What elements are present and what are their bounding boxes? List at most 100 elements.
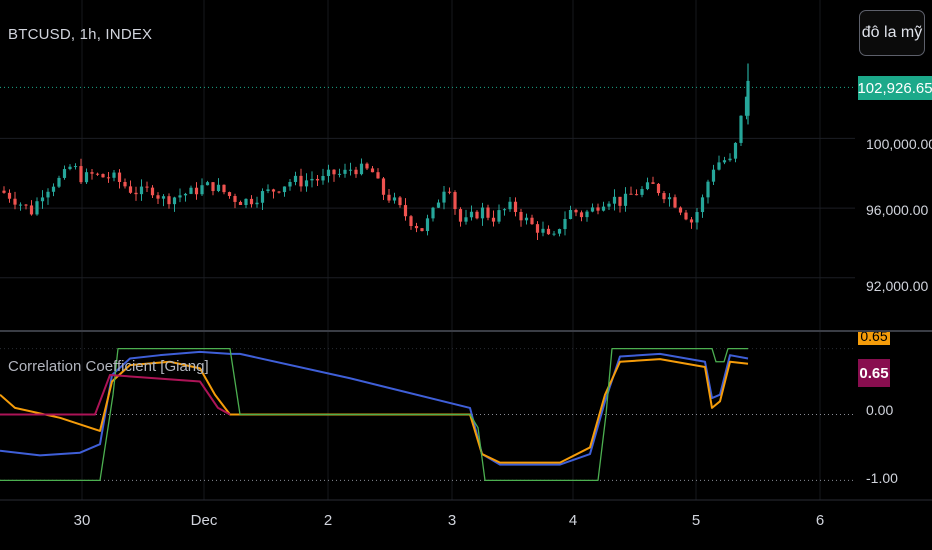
- candle-body: [667, 197, 672, 200]
- time-axis-label: Dec: [190, 512, 218, 529]
- candle-body: [552, 233, 556, 235]
- candle-body: [480, 207, 485, 219]
- candle-body: [321, 175, 325, 181]
- candle-body: [469, 211, 474, 218]
- candle-body: [35, 201, 39, 215]
- candle-body: [343, 169, 347, 174]
- currency-button[interactable]: đô la mỹ: [859, 10, 925, 56]
- candle-body: [222, 184, 226, 193]
- indicator-axis-label: -1.00: [866, 470, 898, 486]
- candle-body: [172, 197, 177, 205]
- candle-body: [337, 173, 342, 175]
- candle-body: [442, 191, 446, 203]
- candle-body: [161, 196, 166, 199]
- indicator-value-badge-orange: 0.65: [858, 332, 890, 345]
- candle-body: [271, 189, 276, 192]
- candle-body: [139, 186, 144, 195]
- indicator-title[interactable]: Correlation Coefficient [Giang]: [8, 358, 209, 375]
- candle-body: [101, 174, 105, 178]
- candle-body: [700, 197, 705, 213]
- candle-body: [524, 217, 529, 221]
- candle-body: [255, 202, 259, 205]
- candle-body: [689, 219, 694, 223]
- price-axis-label: 96,000.00: [866, 202, 929, 218]
- time-axis-label: 3: [447, 512, 457, 529]
- candle-body: [365, 163, 369, 169]
- candle-body: [183, 193, 188, 196]
- indicator-axis-label: 0.00: [866, 402, 894, 418]
- candle-body: [634, 194, 639, 196]
- candlestick-series: [2, 63, 750, 240]
- candle-body: [519, 211, 523, 221]
- candle-body: [18, 204, 23, 206]
- candle-body: [585, 211, 589, 218]
- candle-body: [453, 192, 457, 210]
- candle-body: [491, 217, 496, 222]
- candle-body: [73, 166, 78, 168]
- candle-body: [618, 196, 622, 206]
- candle-body: [227, 192, 232, 197]
- candle-body: [128, 186, 133, 193]
- time-axis-label: 30: [73, 512, 91, 529]
- candle-body: [29, 205, 34, 215]
- indicator-line: [0, 373, 231, 416]
- candle-body: [112, 172, 116, 178]
- candle-body: [370, 168, 375, 173]
- candle-body: [315, 178, 320, 181]
- candle-body: [546, 228, 551, 235]
- candle-body: [656, 183, 661, 194]
- candle-body: [387, 194, 391, 201]
- candle-body: [684, 212, 688, 220]
- candle-body: [425, 218, 430, 232]
- candle-body: [123, 181, 127, 187]
- candle-body: [106, 177, 111, 179]
- candle-body: [68, 166, 72, 170]
- candle-body: [607, 203, 611, 207]
- candle-body: [722, 160, 727, 163]
- candle-body: [381, 178, 386, 195]
- indicator-line: [0, 347, 748, 482]
- candle-body: [447, 191, 452, 193]
- candle-body: [79, 166, 83, 183]
- candle-body: [62, 169, 67, 178]
- candle-body: [403, 205, 408, 217]
- candle-body: [579, 212, 584, 218]
- candle-body: [189, 187, 193, 194]
- candle-body: [623, 193, 628, 206]
- candle-body: [596, 207, 600, 211]
- candle-body: [436, 202, 441, 208]
- candle-body: [464, 217, 468, 222]
- candle-body: [13, 198, 17, 205]
- candle-body: [2, 190, 6, 193]
- candle-body: [310, 178, 314, 181]
- candle-body: [392, 197, 397, 201]
- candle-body: [238, 201, 243, 206]
- candle-body: [431, 207, 435, 219]
- candle-body: [293, 175, 298, 182]
- candle-body: [557, 229, 562, 234]
- candle-body: [398, 197, 402, 206]
- time-axis-label: 4: [568, 512, 578, 529]
- candle-body: [266, 189, 270, 192]
- candle-body: [746, 80, 750, 116]
- indicator-lines: [0, 347, 749, 482]
- candle-body: [299, 175, 303, 187]
- indicator-line: [0, 358, 749, 464]
- candle-body: [629, 193, 633, 195]
- candle-body: [502, 209, 507, 211]
- candle-body: [90, 172, 94, 174]
- candle-body: [277, 191, 281, 193]
- symbol-title[interactable]: BTCUSD, 1h, INDEX: [8, 26, 153, 43]
- candle-body: [359, 163, 364, 175]
- candle-body: [590, 207, 595, 212]
- candle-body: [711, 169, 716, 182]
- candle-body: [601, 206, 606, 211]
- last-price-badge: 102,926.65: [857, 76, 932, 100]
- candle-body: [84, 172, 89, 183]
- candle-body: [57, 177, 61, 187]
- candle-body: [739, 115, 743, 143]
- candle-body: [244, 198, 248, 206]
- candle-body: [134, 192, 138, 195]
- candle-body: [574, 209, 578, 213]
